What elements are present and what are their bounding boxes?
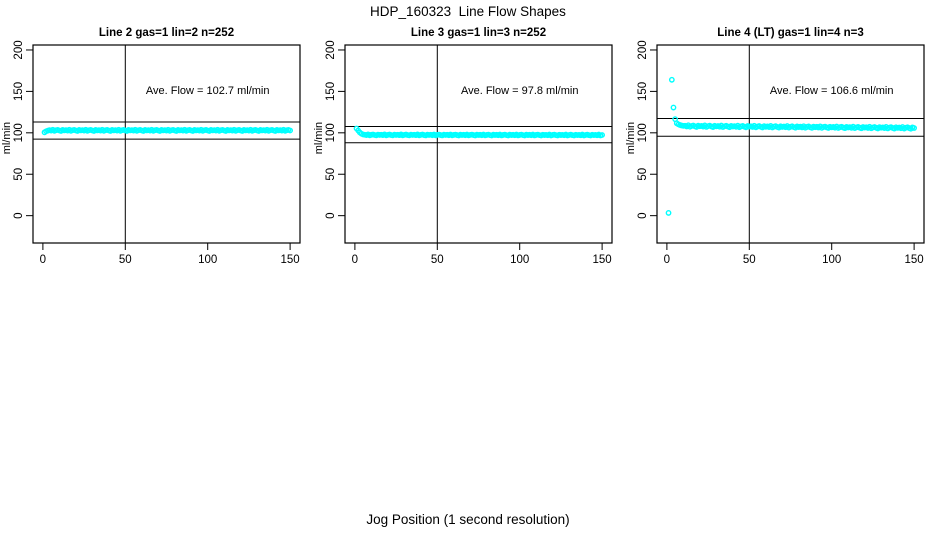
- panel-title: Line 2 gas=1 lin=2 n=252: [99, 27, 234, 39]
- figure-title: HDP_160323 Line Flow Shapes: [370, 4, 566, 19]
- x-tick-label: 150: [281, 254, 300, 266]
- panel-line-3: 0 50 100 150 0 50 100 150 200 ml/min Line 3 gas=1 …: [312, 0, 624, 290]
- y-tick-label: 50: [325, 168, 337, 181]
- data-point: [599, 132, 606, 138]
- y-tick-label: 150: [325, 82, 337, 101]
- data-point: [668, 76, 675, 83]
- data-point: [670, 104, 677, 111]
- ave-flow-annotation: Ave. Flow = 106.6 ml/min: [770, 85, 894, 97]
- plot-line-2: 0 50 100 150 0 50 100 150 200 ml/min Line 2 gas=1 …: [1, 27, 301, 266]
- y-tick-label: 100: [637, 123, 649, 142]
- panel-title: Line 3 gas=1 lin=3 n=252: [411, 27, 546, 39]
- x-axis-label: Jog Position (1 second resolution): [366, 512, 570, 527]
- y-tick-label: 200: [13, 40, 25, 59]
- plot-box: [344, 44, 613, 244]
- y-tick-label: 50: [637, 168, 649, 181]
- x-tick-label: 100: [822, 254, 841, 266]
- ave-flow-annotation: Ave. Flow = 97.8 ml/min: [461, 85, 578, 97]
- panel-line-4: 0 50 100 150 0 50 100 150 200 ml/min Line 4 (LT) g…: [624, 0, 936, 290]
- plot-line-4: 0 50 100 150 0 50 100 150 200 ml/min Line 4 (LT) g…: [625, 27, 925, 266]
- x-tick-label: 50: [431, 254, 444, 266]
- data-point: [911, 125, 918, 131]
- y-tick-label: 100: [325, 123, 337, 142]
- plot-box: [656, 44, 925, 244]
- x-tick-label: 0: [664, 254, 670, 266]
- y-tick-label: 0: [325, 212, 337, 218]
- x-tick-label: 50: [119, 254, 132, 266]
- panel-title: Line 4 (LT) gas=1 lin=4 n=3: [717, 27, 863, 39]
- x-tick-label: 100: [198, 254, 217, 266]
- x-tick-label: 100: [510, 254, 529, 266]
- y-tick-label: 0: [13, 212, 25, 218]
- x-tick-label: 50: [743, 254, 756, 266]
- data-point: [665, 210, 672, 216]
- x-tick-label: 150: [905, 254, 924, 266]
- y-tick-label: 200: [637, 40, 649, 59]
- plot-box: [32, 44, 301, 244]
- y-tick-label: 50: [13, 168, 25, 181]
- y-tick-label: 150: [637, 82, 649, 101]
- data-point: [287, 127, 294, 134]
- y-axis-label: ml/min: [625, 122, 637, 154]
- y-axis-label: ml/min: [1, 122, 13, 154]
- x-tick-label: 0: [352, 254, 358, 266]
- y-tick-label: 100: [13, 123, 25, 142]
- y-tick-label: 150: [13, 82, 25, 101]
- panel-line-2: 0 50 100 150 0 50 100 150 200 ml/min Line 2 gas=1 …: [0, 0, 312, 290]
- y-axis-label: ml/min: [313, 122, 325, 154]
- y-tick-label: 0: [637, 212, 649, 218]
- y-tick-label: 200: [325, 40, 337, 59]
- x-tick-label: 0: [40, 254, 46, 266]
- x-tick-label: 150: [593, 254, 612, 266]
- ave-flow-annotation: Ave. Flow = 102.7 ml/min: [146, 85, 270, 97]
- plot-line-3: 0 50 100 150 0 50 100 150 200 ml/min Line 3 gas=1 …: [313, 27, 613, 266]
